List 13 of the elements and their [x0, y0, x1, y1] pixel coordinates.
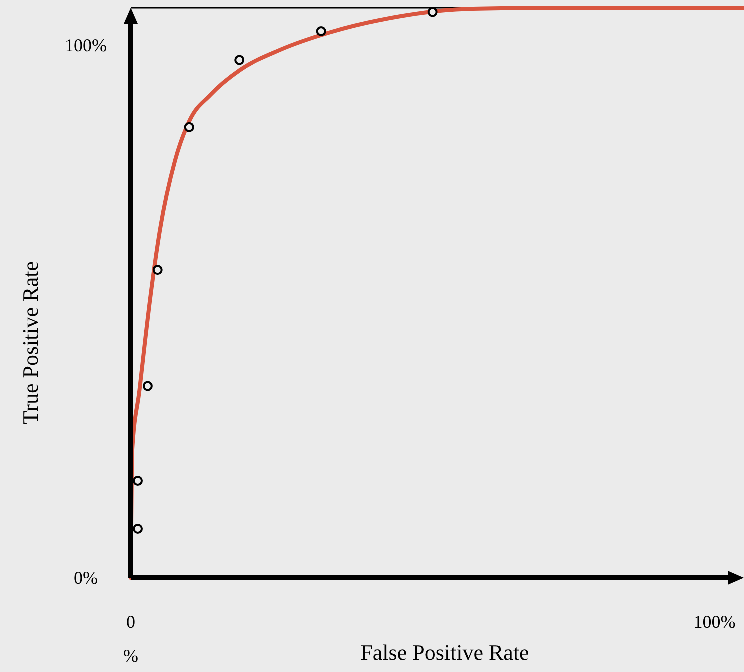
y-tick-label: 0%: [74, 568, 98, 588]
point: [152, 265, 163, 276]
point: [142, 381, 153, 392]
point: [133, 524, 144, 534]
point: [184, 122, 194, 132]
point: [428, 7, 438, 18]
point: [316, 26, 326, 36]
y-axis-title: True Positive Rate: [18, 262, 43, 424]
point: [133, 476, 144, 486]
x-axis-title: False Positive Rate: [360, 640, 530, 665]
point: [234, 55, 245, 66]
x-tick-label: 0 %: [124, 612, 138, 666]
line-series: [129, 6, 744, 580]
